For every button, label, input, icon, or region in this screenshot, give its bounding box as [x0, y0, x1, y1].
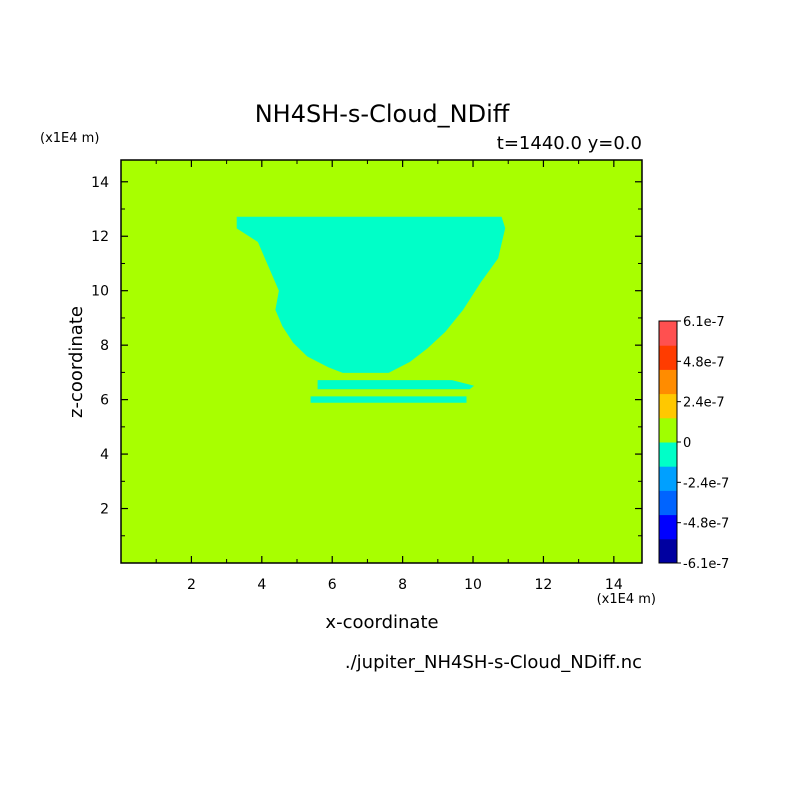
x-tick-label: 12: [535, 577, 553, 593]
x-tick-label: 6: [328, 577, 337, 593]
plot-area: 2 4 6 8 10 12 14 2 4 6 8 10 12 14: [91, 159, 643, 593]
colorbar-label: 2.4e-7: [683, 396, 725, 411]
colorbar-segment: [659, 442, 677, 467]
colorbar-segment: [659, 417, 677, 443]
y-tick-label: 12: [91, 229, 109, 245]
x-tick-label: 10: [464, 577, 482, 593]
y-tick-label: 8: [100, 338, 109, 354]
y-tick-label: 2: [100, 502, 109, 518]
file-label: ./jupiter_NH4SH-s-Cloud_NDiff.nc: [345, 652, 642, 673]
colorbar-segment: [659, 514, 677, 540]
colorbar-segment: [659, 538, 677, 564]
x-tick-label: 8: [398, 577, 407, 593]
colorbar: 6.1e-7 4.8e-7 2.4e-7 0 -2.4e-7 -4.8e-7 -6.1e-7: [658, 315, 729, 572]
colorbar-segment: [659, 466, 677, 491]
chart-title: NH4SH-s-Cloud_NDiff: [255, 100, 510, 128]
region-lower-band-1: [317, 380, 475, 390]
y-tick-label: 6: [100, 393, 109, 409]
y-tick-label: 4: [100, 447, 109, 463]
region-lower-band-2: [310, 396, 467, 403]
x-tick-label: 14: [605, 577, 623, 593]
plot-frame: [120, 159, 643, 564]
y-unit-label: (x1E4 m): [40, 131, 99, 146]
colorbar-label: 0: [683, 436, 691, 451]
y-axis-label: z-coordinate: [66, 306, 87, 418]
y-tick-label: 10: [91, 284, 109, 300]
colorbar-segment: [659, 321, 677, 346]
colorbar-segment: [659, 490, 677, 516]
region-cloud-core: [236, 216, 506, 373]
x-unit-label: (x1E4 m): [597, 592, 656, 607]
colorbar-label: -6.1e-7: [683, 557, 729, 572]
colorbar-segment: [659, 393, 677, 419]
x-tick-label: 4: [257, 577, 266, 593]
x-axis-label: x-coordinate: [325, 612, 438, 633]
x-tick-label: 2: [187, 577, 196, 593]
colorbar-label: 4.8e-7: [683, 355, 725, 370]
y-tick-label: 14: [91, 175, 109, 191]
colorbar-label: -2.4e-7: [683, 476, 729, 491]
colorbar-label: 6.1e-7: [683, 315, 725, 330]
chart-subtitle: t=1440.0 y=0.0: [497, 133, 642, 154]
colorbar-label: -4.8e-7: [683, 517, 729, 532]
colorbar-segment: [659, 369, 677, 395]
colorbar-segment: [659, 345, 677, 370]
